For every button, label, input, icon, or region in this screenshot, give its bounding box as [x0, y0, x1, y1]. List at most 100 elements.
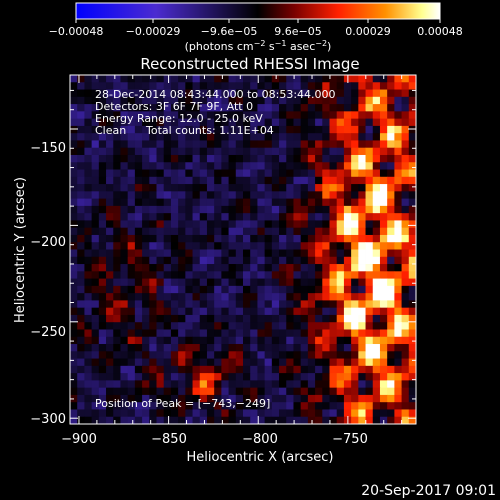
heatmap-cell: [206, 82, 215, 90]
heatmap-cell: [106, 220, 114, 229]
heatmap-cell: [372, 264, 381, 272]
heatmap-cell: [401, 314, 410, 323]
heatmap-cell: [185, 351, 193, 359]
heatmap-cell: [250, 162, 258, 170]
heatmap-cell: [365, 111, 374, 120]
heatmap-cell: [185, 256, 193, 265]
heatmap-cell: [336, 322, 345, 330]
heatmap-cell: [300, 176, 309, 185]
heatmap-cell: [120, 416, 129, 425]
heatmap-cell: [134, 184, 143, 192]
heatmap-cell: [127, 213, 136, 221]
heatmap-cell: [192, 242, 201, 250]
heatmap-cell: [199, 278, 208, 287]
heatmap-cell: [192, 416, 201, 425]
heatmap-cell: [358, 394, 366, 403]
heatmap-cell: [358, 184, 366, 192]
heatmap-cell: [343, 213, 352, 221]
heatmap-cell: [271, 249, 280, 258]
heatmap-cell: [336, 394, 345, 403]
heatmap-cell: [206, 154, 215, 163]
heatmap-cell: [235, 329, 244, 338]
heatmap-cell: [286, 242, 294, 250]
heatmap-cell: [351, 380, 359, 389]
heatmap-cell: [271, 147, 280, 156]
heatmap-cell: [235, 89, 244, 98]
heatmap-cell: [279, 336, 287, 345]
heatmap-cell: [401, 416, 410, 425]
heatmap-cell: [336, 416, 345, 425]
heatmap-cell: [286, 256, 294, 265]
heatmap-cell: [358, 402, 366, 410]
heatmap-cell: [286, 75, 294, 83]
heatmap-cell: [365, 213, 374, 221]
heatmap-cell: [264, 133, 273, 141]
heatmap-cell: [264, 271, 273, 279]
heatmap-cell: [387, 278, 395, 287]
heatmap-cell: [279, 140, 287, 149]
heatmap-cell: [358, 256, 366, 265]
heatmap-cell: [336, 264, 345, 272]
heatmap-cell: [365, 329, 374, 338]
heatmap-cell: [228, 184, 237, 192]
heatmap-cell: [307, 264, 316, 272]
heatmap-cell: [84, 191, 93, 199]
heatmap-cell: [206, 394, 215, 403]
heatmap-cell: [336, 154, 345, 163]
heatmap-cell: [156, 307, 165, 316]
heatmap-cell: [127, 271, 136, 279]
heatmap-cell: [228, 394, 237, 403]
heatmap-cell: [351, 176, 359, 185]
heatmap-cell: [271, 264, 280, 272]
heatmap-cell: [264, 285, 273, 294]
heatmap-cell: [307, 227, 316, 236]
heatmap-cell: [365, 82, 374, 90]
heatmap-cell: [113, 82, 121, 90]
heatmap-cell: [221, 111, 229, 120]
heatmap-cell: [91, 402, 100, 410]
heatmap-cell: [300, 125, 309, 134]
heatmap-cell: [120, 140, 129, 149]
heatmap-cell: [243, 329, 251, 338]
heatmap-cell: [228, 264, 237, 272]
heatmap-cell: [214, 336, 222, 345]
heatmap-cell: [329, 154, 338, 163]
heatmap-cell: [214, 264, 222, 272]
heatmap-cell: [113, 154, 121, 163]
heatmap-cell: [185, 344, 193, 352]
heatmap-cell: [343, 314, 352, 323]
heatmap-cell: [98, 373, 107, 381]
heatmap-cell: [199, 249, 208, 258]
heatmap-cell: [120, 344, 129, 352]
heatmap-cell: [170, 358, 179, 367]
heatmap-cell: [221, 293, 229, 301]
heatmap-cell: [170, 387, 179, 396]
heatmap-cell: [264, 118, 273, 127]
heatmap-cell: [387, 387, 395, 396]
heatmap-cell: [235, 394, 244, 403]
heatmap-cell: [185, 176, 193, 185]
heatmap-cell: [70, 96, 78, 105]
heatmap-cell: [70, 118, 78, 127]
heatmap-cell: [163, 213, 172, 221]
heatmap-cell: [307, 205, 316, 214]
heatmap-cell: [178, 256, 186, 265]
heatmap-cell: [170, 249, 179, 258]
heatmap-cell: [163, 176, 172, 185]
heatmap-cell: [192, 162, 201, 170]
heatmap-cell: [394, 118, 402, 127]
heatmap-cell: [401, 351, 410, 359]
heatmap-cell: [221, 285, 229, 294]
heatmap-cell: [199, 184, 208, 192]
heatmap-cell: [315, 184, 323, 192]
heatmap-cell: [372, 104, 381, 112]
heatmap-cell: [142, 380, 150, 389]
heatmap-cell: [84, 293, 93, 301]
heatmap-cell: [142, 351, 150, 359]
heatmap-cell: [322, 154, 330, 163]
heatmap-cell: [394, 104, 402, 112]
heatmap-cell: [91, 314, 100, 323]
heatmap-cell: [163, 336, 172, 345]
heatmap-cell: [351, 111, 359, 120]
heatmap-cell: [113, 329, 121, 338]
